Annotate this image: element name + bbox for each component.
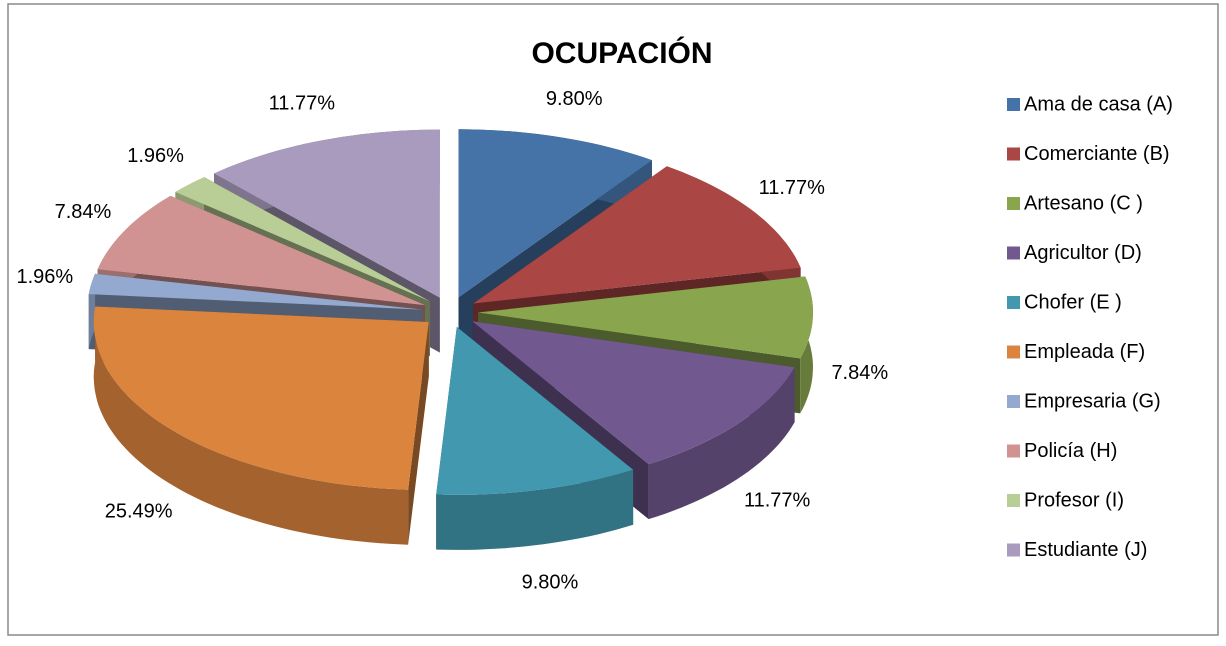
data-label: 11.77%: [759, 177, 826, 199]
slice-side: [93, 306, 409, 545]
data-label: 7.84%: [55, 201, 112, 223]
data-label: 25.49%: [105, 500, 173, 522]
legend-swatch: [1007, 296, 1020, 309]
legend-swatch: [1007, 494, 1020, 507]
slice-top: [175, 177, 430, 302]
legend-swatch: [1007, 147, 1020, 161]
legend-label: Estudiante (J): [1024, 539, 1147, 561]
legend-label: Agricultor (D): [1024, 242, 1142, 264]
data-label: 9.80%: [522, 572, 579, 594]
chart-title: OCUPACIÓN: [531, 36, 712, 70]
slice-top: [214, 129, 440, 298]
slice: [93, 306, 429, 545]
slice-top: [93, 306, 429, 490]
slice-top: [477, 276, 813, 359]
slice-top: [97, 195, 425, 306]
legend-swatch: [1007, 345, 1020, 359]
legend-swatch: [1007, 395, 1020, 408]
legend-swatch: [1007, 197, 1020, 210]
legend-swatch: [1007, 543, 1020, 557]
legend-label: Artesano (C ): [1024, 192, 1143, 214]
legend-label: Policía (H): [1024, 440, 1117, 462]
slice-side: [436, 469, 634, 550]
slice-wall: [408, 322, 429, 545]
data-label: 11.77%: [744, 490, 811, 512]
legend-swatch: [1007, 444, 1020, 458]
legend-label: Comerciante (B): [1024, 143, 1170, 165]
legend-label: Ama de casa (A): [1024, 93, 1173, 115]
data-label: 11.77%: [269, 92, 336, 114]
legend-label: Empleada (F): [1024, 341, 1145, 363]
legend-swatch: [1007, 246, 1020, 260]
legend-swatch: [1007, 98, 1020, 111]
data-label: 1.96%: [127, 145, 184, 167]
legend-label: Profesor (I): [1024, 489, 1124, 511]
slice-top: [473, 166, 801, 304]
slice-top: [472, 321, 795, 465]
slice-top: [436, 326, 634, 495]
data-label: 7.84%: [831, 362, 888, 384]
slice-top: [88, 273, 423, 310]
slice: [436, 326, 634, 550]
slice-top: [458, 129, 652, 298]
legend-label: Chofer (E ): [1024, 291, 1122, 313]
data-label: 1.96%: [16, 266, 73, 288]
data-label: 9.80%: [546, 88, 603, 110]
legend-label: Empresaria (G): [1024, 390, 1161, 412]
slice-side: [648, 367, 795, 520]
